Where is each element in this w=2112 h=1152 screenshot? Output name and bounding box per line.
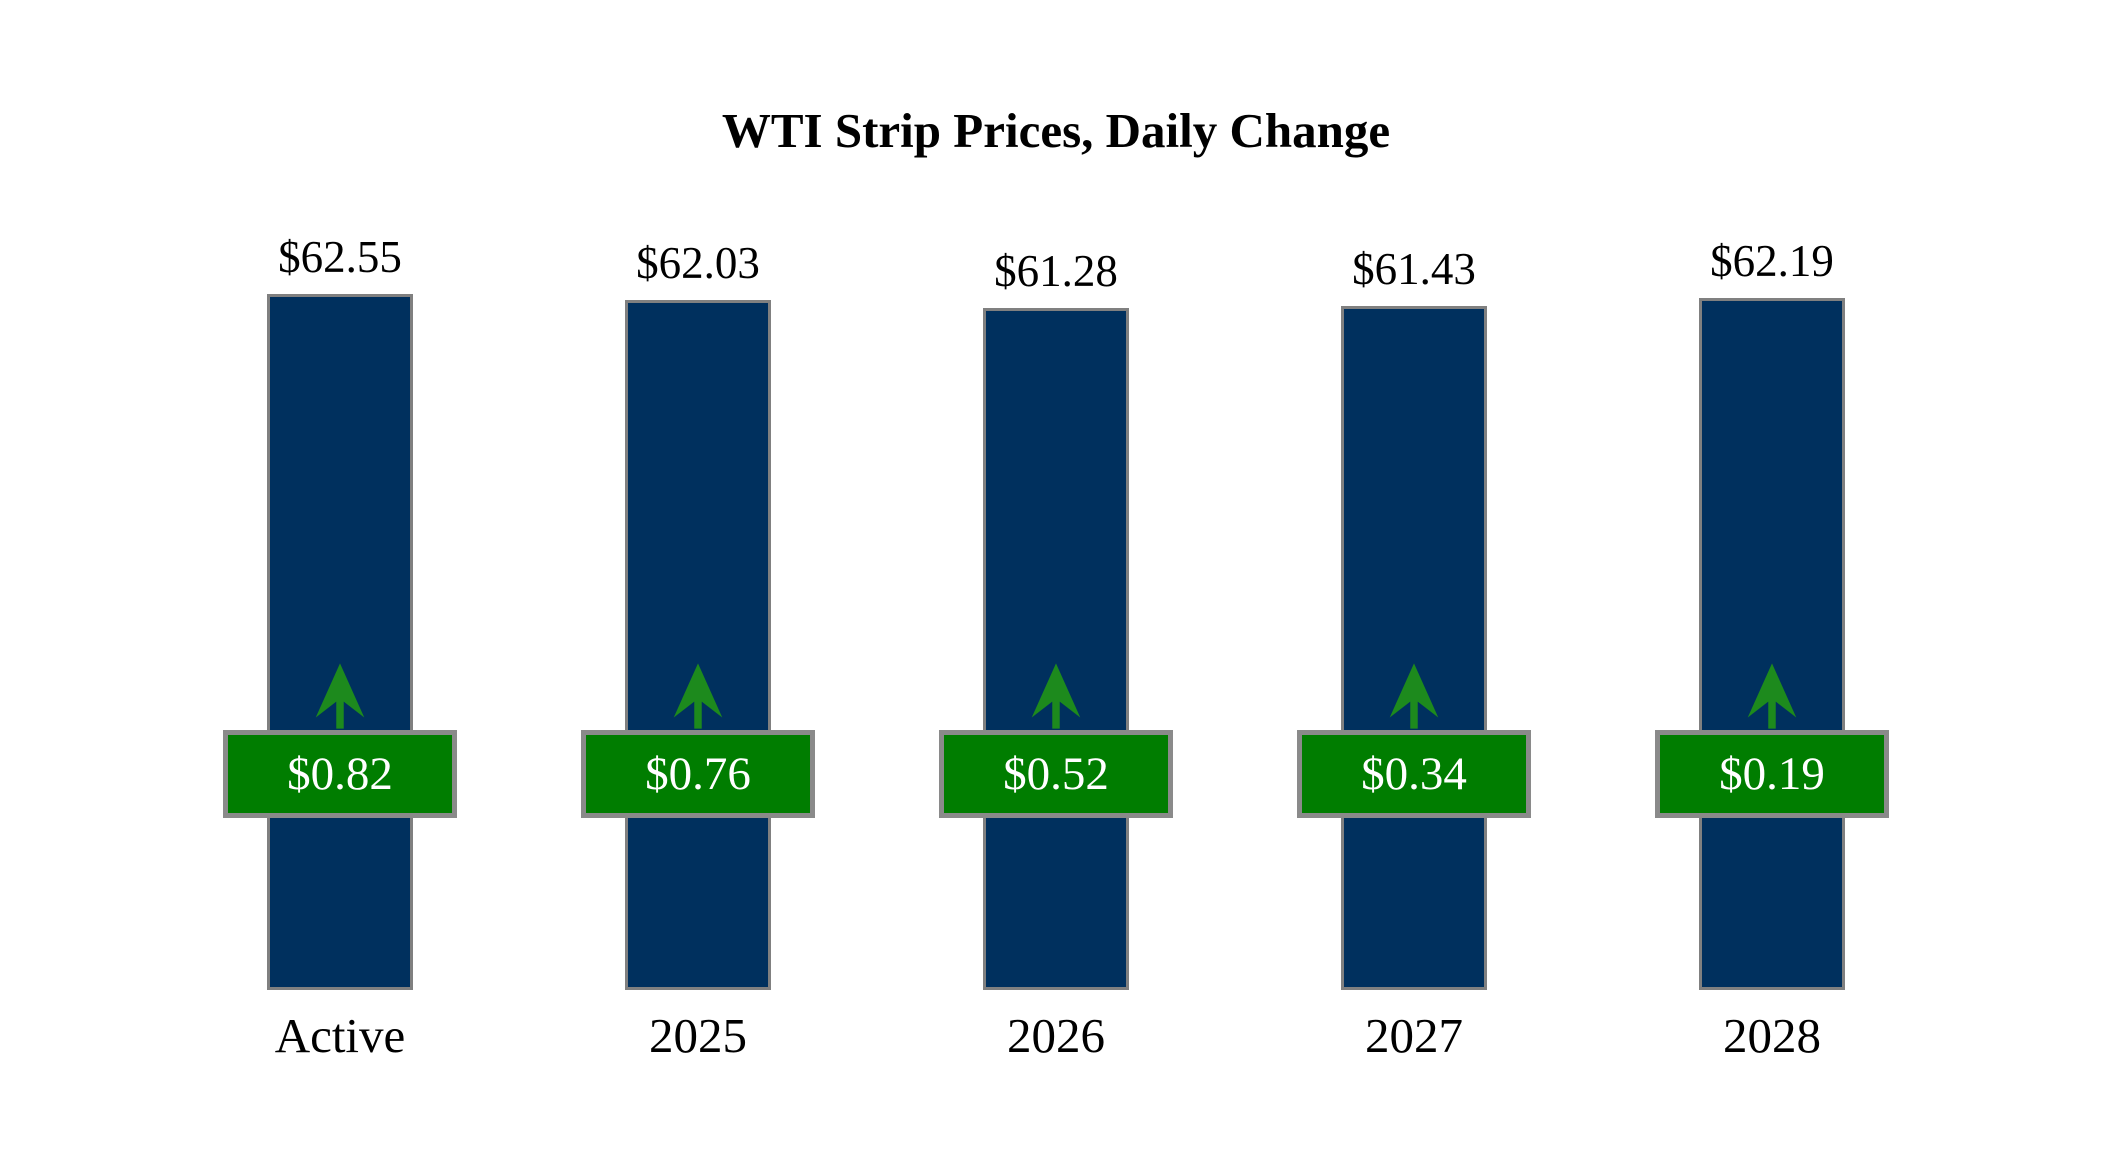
bar-group: $62.03 $0.76 2025 [519,230,877,1060]
change-box: $0.82 [223,730,457,818]
category-label: 2026 [1007,1008,1105,1063]
price-bar [1699,298,1845,990]
category-label: Active [274,1008,406,1063]
up-arrow-icon [1031,663,1081,729]
category-label: 2027 [1365,1008,1463,1063]
change-value: $0.76 [645,747,751,800]
chart-columns: $62.55 $0.82 Active $62.03 $0.76 2025 $6… [161,230,1951,1060]
price-label: $62.55 [278,232,402,282]
price-label: $61.28 [994,246,1118,296]
change-box: $0.76 [581,730,815,818]
bar-group: $61.43 $0.34 2027 [1235,230,1593,1060]
up-arrow-icon [1389,663,1439,729]
price-label: $62.03 [636,238,760,288]
category-label: 2025 [649,1008,747,1063]
change-value: $0.52 [1003,747,1109,800]
price-bar [625,300,771,990]
change-box: $0.19 [1655,730,1889,818]
up-arrow-icon [315,663,365,729]
price-label: $62.19 [1710,236,1834,286]
change-value: $0.34 [1361,747,1467,800]
price-bar [1341,306,1487,990]
bar-group: $62.55 $0.82 Active [161,230,519,1060]
change-value: $0.82 [287,747,393,800]
bar-group: $61.28 $0.52 2026 [877,230,1235,1060]
price-label: $61.43 [1352,244,1476,294]
category-label: 2028 [1723,1008,1821,1063]
up-arrow-icon [1747,663,1797,729]
chart-title: WTI Strip Prices, Daily Change [721,103,1391,158]
price-bar [267,294,413,990]
change-box: $0.34 [1297,730,1531,818]
up-arrow-icon [673,663,723,729]
change-value: $0.19 [1719,747,1825,800]
price-bar [983,308,1129,990]
bar-group: $62.19 $0.19 2028 [1593,230,1951,1060]
change-box: $0.52 [939,730,1173,818]
